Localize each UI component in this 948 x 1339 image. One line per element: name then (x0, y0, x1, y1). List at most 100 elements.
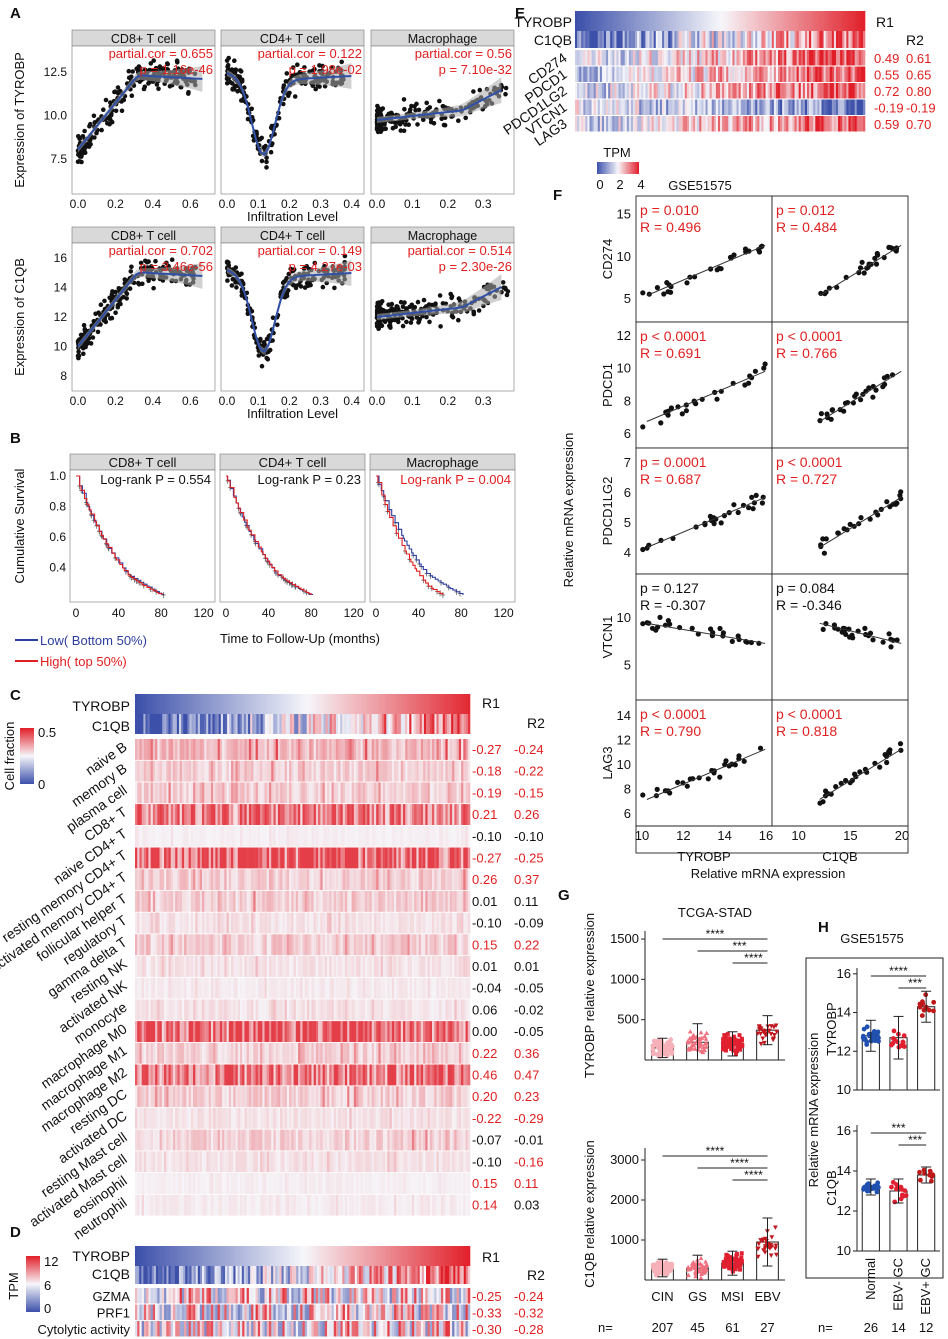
heat-cell (440, 847, 444, 869)
heat-cell (338, 694, 341, 714)
heat-cell (226, 956, 230, 977)
heat-cell (177, 739, 180, 760)
heat-cell (150, 1021, 154, 1042)
heat-cell (362, 977, 366, 999)
scatter-point (378, 129, 384, 134)
heat-cell (409, 1107, 413, 1129)
panelA-xtick: 0.1 (250, 197, 267, 211)
heat-cell (296, 714, 299, 734)
heat-cell (293, 999, 297, 1021)
heat-cell (179, 1064, 183, 1086)
heat-cell (449, 1086, 453, 1108)
heat-cell (447, 1129, 451, 1151)
heat-cell (262, 890, 265, 912)
heat-cell (423, 760, 426, 782)
heat-cell (405, 847, 408, 869)
heat-cell (438, 869, 442, 891)
heat-cell (139, 912, 142, 934)
heat-cell (164, 847, 167, 869)
heat-cell (447, 977, 451, 999)
heat-cell (179, 1129, 183, 1151)
heat-cell (190, 912, 194, 934)
scatter-point (119, 108, 125, 114)
heat-cell (135, 999, 138, 1021)
heat-cell (143, 694, 146, 714)
heat-cell (295, 1129, 299, 1151)
heat-cell (135, 825, 138, 847)
cell-row-strip (135, 1042, 471, 1064)
scatter-point (463, 115, 469, 121)
heat-cell (434, 1064, 437, 1086)
heat-cell (235, 782, 239, 804)
panelB-ytick: 0.8 (49, 500, 66, 514)
heat-cell (436, 934, 440, 956)
heat-cell (409, 1042, 413, 1064)
heat-cell (358, 1042, 361, 1064)
heat-cell (177, 956, 180, 977)
heat-cell (360, 760, 364, 782)
heat-cell (420, 934, 424, 956)
scatter-point (238, 77, 244, 83)
heat-cell (164, 1151, 167, 1173)
heat-cell (338, 1064, 341, 1086)
heat-cell (170, 714, 173, 734)
heat-cell (322, 804, 326, 825)
heat-cell (358, 956, 361, 977)
heat-cell (465, 694, 469, 714)
heat-cell (420, 1129, 424, 1151)
heat-cell (186, 1173, 189, 1194)
heat-cell (271, 760, 274, 782)
heat-cell (358, 782, 361, 804)
heat-cell (373, 956, 377, 977)
heat-cell (449, 890, 453, 912)
heat-cell (135, 1107, 138, 1129)
heat-cell (378, 869, 381, 891)
heat-cell (365, 1107, 368, 1129)
heat-cell (188, 912, 192, 934)
scatter-point (416, 107, 422, 113)
heat-cell (423, 694, 427, 714)
heat-cell (302, 714, 305, 734)
scatter-point (88, 341, 94, 346)
heat-cell (233, 956, 236, 977)
heat-cell (324, 1129, 328, 1151)
heat-cell (461, 1021, 464, 1042)
heat-cell (190, 760, 194, 782)
heat-cell (291, 890, 294, 912)
heat-cell (273, 1042, 276, 1064)
heat-cell (190, 1173, 194, 1194)
heat-cell (179, 804, 183, 825)
heat-cell (143, 869, 147, 891)
heat-cell (380, 956, 384, 977)
heat-cell (442, 694, 446, 714)
heat-cell (311, 1021, 314, 1042)
heat-cell (168, 999, 172, 1021)
heat-cell (184, 1151, 187, 1173)
heat-cell (208, 782, 212, 804)
heat-cell (298, 1086, 301, 1108)
heat-cell (342, 1064, 346, 1086)
heat-cell (373, 1151, 377, 1173)
heat-cell (353, 999, 357, 1021)
heat-cell (239, 760, 243, 782)
heat-cell (385, 782, 388, 804)
heat-cell (213, 1151, 216, 1173)
heat-cell (195, 804, 198, 825)
heat-cell (161, 1107, 165, 1129)
heat-cell (195, 1151, 198, 1173)
heat-cell (298, 804, 301, 825)
heat-cell (231, 804, 234, 825)
heat-cell (204, 999, 207, 1021)
heat-cell (308, 714, 312, 734)
heat-cell (302, 890, 306, 912)
heat-cell (266, 999, 270, 1021)
heat-cell (414, 804, 417, 825)
heat-cell (177, 825, 180, 847)
heat-cell (197, 912, 201, 934)
panelB-xtick: 120 (494, 606, 514, 620)
heat-cell (434, 1042, 437, 1064)
heat-cell (461, 1107, 464, 1129)
heat-cell (391, 1042, 395, 1064)
r1-value: 0.01 (472, 894, 497, 909)
heat-cell (398, 825, 402, 847)
